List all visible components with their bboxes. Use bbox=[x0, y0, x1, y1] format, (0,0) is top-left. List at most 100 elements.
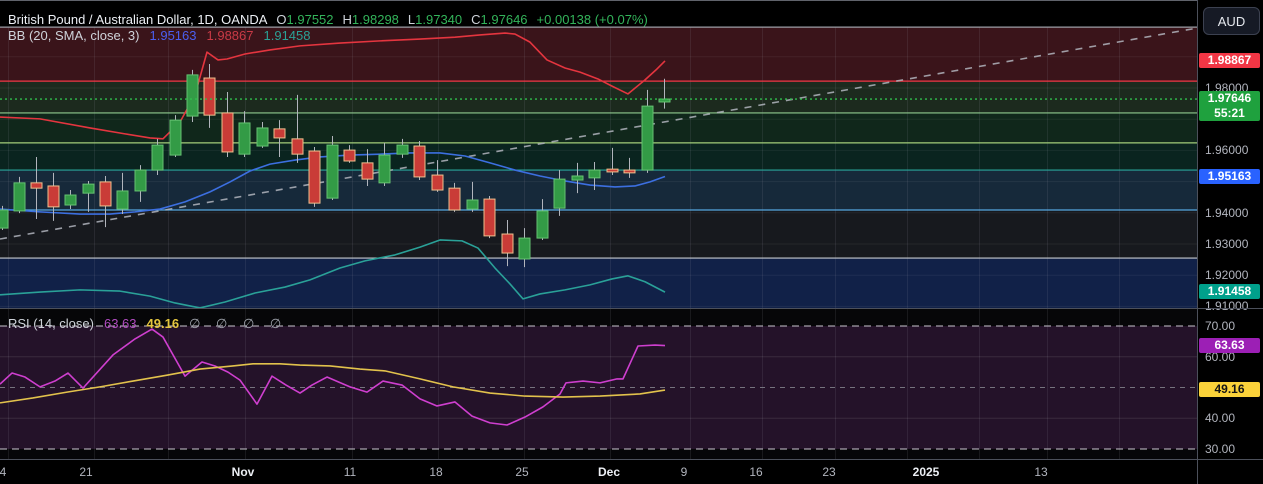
rsi-ma-line bbox=[0, 363, 666, 404]
rsi-axis-label: 70.00 bbox=[1205, 319, 1236, 333]
candle[interactable] bbox=[588, 169, 601, 179]
candle[interactable] bbox=[448, 187, 461, 211]
price-axis-label: 1.91000 bbox=[1205, 299, 1249, 314]
close-label: C bbox=[471, 12, 481, 27]
bb-lower-value: 1.91458 bbox=[263, 28, 311, 43]
time-axis-label: Dec bbox=[597, 465, 621, 479]
candle[interactable] bbox=[99, 181, 112, 207]
rsi-empty-values: ∅ ∅ ∅ ∅ bbox=[189, 316, 288, 331]
candle[interactable] bbox=[501, 233, 514, 254]
bb-label[interactable]: BB (20, SMA, close, 3) bbox=[8, 28, 140, 43]
candle[interactable] bbox=[343, 149, 356, 162]
candle[interactable] bbox=[186, 74, 199, 117]
candle[interactable] bbox=[658, 98, 671, 103]
zone-band bbox=[0, 112, 1197, 143]
open-value: 1.97552 bbox=[286, 12, 334, 27]
candle[interactable] bbox=[291, 138, 304, 155]
high-label: H bbox=[342, 12, 352, 27]
candle[interactable] bbox=[361, 162, 374, 180]
candle[interactable] bbox=[273, 128, 286, 139]
time-axis-label: 11 bbox=[343, 465, 357, 479]
candle[interactable] bbox=[431, 174, 444, 191]
candle[interactable] bbox=[536, 210, 549, 239]
axis-separator[interactable] bbox=[0, 459, 1263, 460]
price-axis[interactable]: 1.98000 1.96000 1.94000 1.93000 1.92000 1.910… bbox=[1197, 0, 1263, 460]
candle[interactable] bbox=[47, 185, 60, 208]
trend-line bbox=[0, 27, 1197, 240]
change-value: +0.00138 (+0.07%) bbox=[536, 12, 648, 27]
candle[interactable] bbox=[308, 150, 321, 204]
candle[interactable] bbox=[82, 183, 95, 194]
chart-canvas[interactable] bbox=[0, 0, 1197, 460]
low-label: L bbox=[407, 12, 416, 27]
axis-badge: 49.16 bbox=[1199, 382, 1260, 398]
bb-upper-line bbox=[0, 32, 666, 140]
candle[interactable] bbox=[518, 237, 531, 260]
candle[interactable] bbox=[396, 144, 409, 155]
rsi-zone bbox=[0, 326, 1197, 449]
zone-band bbox=[0, 27, 1197, 82]
time-axis[interactable]: 4 21 Nov 11 18 25 Dec 9 16 23 2025 13 bbox=[0, 460, 1263, 484]
rsi-value: 63.63 bbox=[103, 316, 137, 331]
time-axis-label: 23 bbox=[822, 465, 836, 479]
axis-badge: 1.91458 bbox=[1199, 284, 1260, 300]
candle[interactable] bbox=[606, 168, 619, 173]
time-axis-label: Nov bbox=[231, 465, 255, 479]
bb-basis-value: 1.95163 bbox=[149, 28, 197, 43]
candle[interactable] bbox=[169, 119, 182, 156]
candle[interactable] bbox=[483, 198, 496, 237]
rsi-line bbox=[0, 328, 666, 426]
rsi-smoothing-value: 49.16 bbox=[146, 316, 180, 331]
axis-badge: 1.98867 bbox=[1199, 52, 1260, 68]
rsi-indicator-legend[interactable]: RSI (14, close) 63.63 49.16 ∅ ∅ ∅ ∅ bbox=[8, 316, 287, 332]
rsi-label[interactable]: RSI (14, close) bbox=[8, 316, 94, 331]
time-axis-label: 4 bbox=[0, 465, 7, 479]
time-axis-label: 9 bbox=[680, 465, 688, 479]
bb-indicator-legend[interactable]: BB (20, SMA, close, 3) 1.95163 1.98867 1.91… bbox=[8, 28, 311, 43]
candle[interactable] bbox=[30, 182, 43, 189]
candle[interactable] bbox=[0, 209, 9, 229]
candle[interactable] bbox=[221, 112, 234, 153]
rsi-axis-label: 40.00 bbox=[1205, 411, 1236, 426]
symbol-legend[interactable]: British Pound / Australian Dollar, 1D, O… bbox=[8, 12, 648, 27]
rsi-axis-label: 60.00 bbox=[1205, 349, 1236, 364]
low-value: 1.97340 bbox=[415, 12, 463, 27]
zone-band bbox=[0, 209, 1197, 259]
time-axis-label: 25 bbox=[515, 465, 529, 479]
candle[interactable] bbox=[13, 182, 26, 212]
time-axis-label: 13 bbox=[1034, 465, 1048, 479]
candle[interactable] bbox=[466, 199, 479, 210]
bb-lower-line bbox=[0, 239, 666, 309]
time-axis-label: 21 bbox=[79, 465, 93, 479]
candle[interactable] bbox=[413, 145, 426, 178]
high-value: 1.98298 bbox=[351, 12, 399, 27]
candle[interactable] bbox=[134, 169, 147, 192]
candle[interactable] bbox=[641, 105, 654, 171]
axis-badge: 1.97646 55:21 bbox=[1199, 91, 1260, 122]
pane-separator[interactable] bbox=[0, 308, 1263, 309]
candle[interactable] bbox=[203, 77, 216, 116]
close-value: 1.97646 bbox=[480, 12, 528, 27]
candle[interactable] bbox=[256, 127, 269, 147]
candle[interactable] bbox=[116, 190, 129, 210]
price-axis-label: 1.93000 bbox=[1205, 237, 1249, 251]
candle[interactable] bbox=[326, 144, 339, 199]
price-axis-label: 1.92000 bbox=[1205, 268, 1249, 283]
candle[interactable] bbox=[238, 122, 251, 155]
rsi-axis-label: 30.00 bbox=[1205, 442, 1236, 456]
bb-upper-value: 1.98867 bbox=[206, 28, 254, 43]
candle[interactable] bbox=[623, 169, 636, 174]
candle[interactable] bbox=[378, 154, 391, 184]
symbol-title[interactable]: British Pound / Australian Dollar, 1D, O… bbox=[8, 12, 268, 27]
currency-toggle-button[interactable]: AUD bbox=[1203, 7, 1260, 35]
axis-badge: 1.95163 bbox=[1199, 168, 1260, 184]
open-label: O bbox=[276, 12, 287, 27]
candle[interactable] bbox=[571, 175, 584, 181]
candle[interactable] bbox=[64, 194, 77, 206]
price-axis-label: 1.94000 bbox=[1205, 205, 1249, 220]
candle[interactable] bbox=[151, 144, 164, 171]
time-axis-label: 16 bbox=[749, 465, 763, 479]
candle[interactable] bbox=[553, 178, 566, 209]
axis-badge: 63.63 bbox=[1199, 337, 1260, 353]
